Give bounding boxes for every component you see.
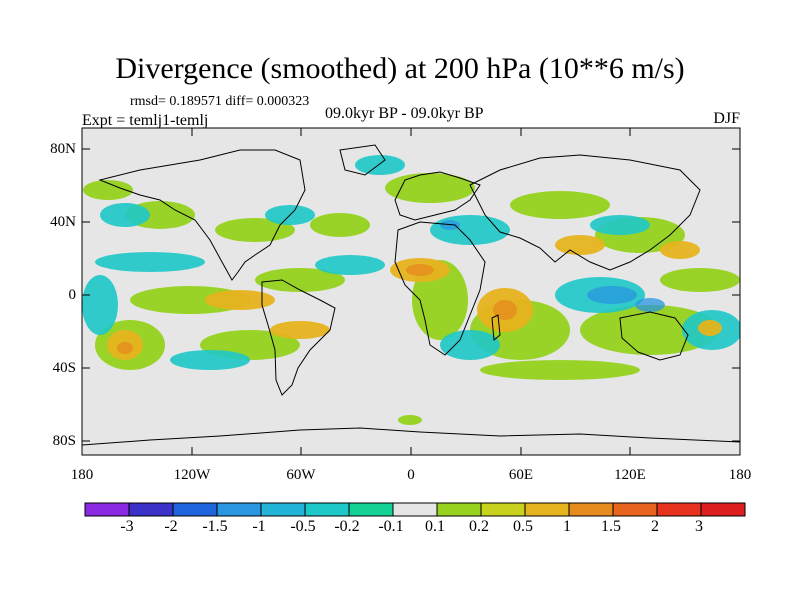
colorbar-label: 0.2 bbox=[469, 518, 489, 535]
colorbar-label: -2 bbox=[164, 518, 178, 535]
north-america-outline bbox=[98, 149, 306, 281]
x-label-60w: 60W bbox=[286, 467, 316, 483]
asia-outline bbox=[469, 154, 701, 271]
y-label-0: 0 bbox=[68, 287, 77, 303]
colorbar-label: -0.1 bbox=[378, 518, 404, 535]
colorbar-label: -3 bbox=[120, 518, 134, 535]
colorbar-label: 1 bbox=[563, 518, 571, 535]
colorbar-label: 3 bbox=[695, 518, 703, 535]
y-label-80n: 80N bbox=[50, 141, 76, 157]
colorbar-swatch bbox=[612, 502, 658, 517]
colorbar-label: 0.1 bbox=[425, 518, 445, 535]
colorbar-swatch bbox=[304, 502, 350, 517]
colorbar-label: 2 bbox=[651, 518, 659, 535]
colorbar-label: -0.5 bbox=[290, 518, 316, 535]
period-label: 09.0kyr BP - 09.0kyr BP bbox=[325, 105, 484, 122]
colorbar-swatch bbox=[128, 502, 174, 517]
colorbar-swatch bbox=[216, 502, 262, 517]
africa-outline bbox=[394, 221, 486, 356]
south-america-outline bbox=[261, 279, 336, 396]
colorbar-swatch bbox=[480, 502, 526, 517]
colorbar-swatch bbox=[84, 502, 130, 517]
antarctica-outline bbox=[82, 427, 740, 446]
colorbar-label: -1 bbox=[252, 518, 266, 535]
x-label-180e: 180 bbox=[728, 467, 752, 483]
x-label-60e: 60E bbox=[508, 467, 534, 483]
madagascar-outline bbox=[491, 314, 501, 341]
colorbar-swatch bbox=[260, 502, 306, 517]
colorbar-swatch bbox=[436, 502, 482, 517]
colorbar bbox=[84, 502, 746, 517]
colorbar-swatch bbox=[392, 502, 438, 517]
colorbar-swatch bbox=[172, 502, 218, 517]
chart-title: Divergence (smoothed) at 200 hPa (10**6 … bbox=[115, 52, 685, 85]
y-label-40s: 40S bbox=[52, 360, 76, 376]
season-label: DJF bbox=[713, 110, 740, 127]
colorbar-swatch bbox=[656, 502, 702, 517]
y-label-40n: 40N bbox=[50, 214, 76, 230]
colorbar-swatch bbox=[524, 502, 570, 517]
divergence-field bbox=[82, 144, 740, 446]
x-label-120w: 120W bbox=[173, 467, 211, 483]
colorbar-swatch bbox=[348, 502, 394, 517]
colorbar-swatch bbox=[700, 502, 746, 517]
colorbar-swatch bbox=[568, 502, 614, 517]
x-axis-ticks bbox=[81, 128, 741, 455]
colorbar-label: -0.2 bbox=[334, 518, 360, 535]
x-label-0: 0 bbox=[407, 467, 415, 483]
y-label-80s: 80S bbox=[52, 433, 76, 449]
colorbar-label: 1.5 bbox=[601, 518, 621, 535]
experiment-label: Expt = temlj1-temlj bbox=[82, 112, 209, 129]
australia-outline bbox=[619, 311, 689, 361]
europe-outline bbox=[394, 171, 481, 221]
greenland-outline bbox=[339, 144, 386, 176]
colorbar-label: -1.5 bbox=[202, 518, 228, 535]
colorbar-label: 0.5 bbox=[513, 518, 533, 535]
y-axis-ticks bbox=[82, 148, 740, 442]
x-label-120e: 120E bbox=[614, 467, 646, 483]
x-label-180w: 180 bbox=[70, 467, 94, 483]
rmsd-stats: rmsd= 0.189571 diff= 0.000323 bbox=[130, 94, 310, 109]
